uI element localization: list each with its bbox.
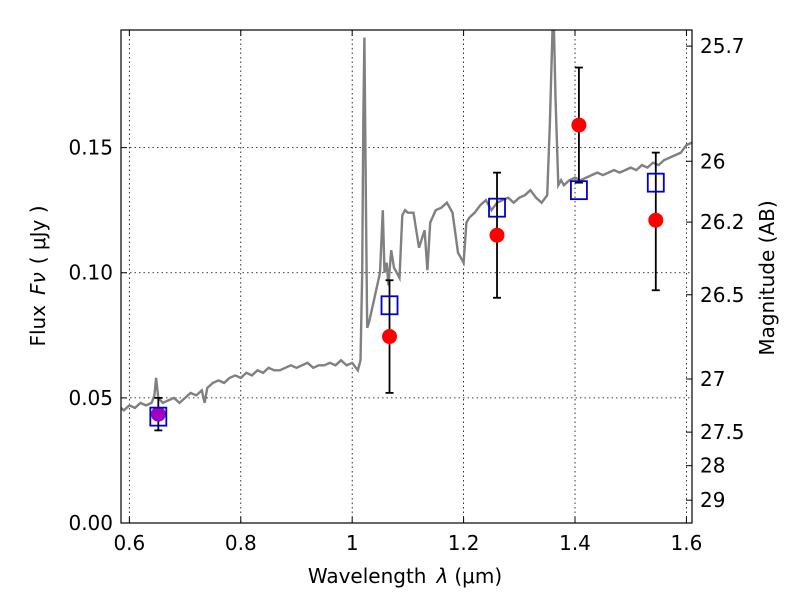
x-tick-label: 1.2 — [448, 531, 480, 555]
y-tick-label: 0.15 — [68, 136, 113, 160]
x-tick-label: 1.4 — [559, 531, 591, 555]
model-photometry-square — [570, 180, 588, 201]
observed-points-layer — [150, 117, 664, 422]
observed-point — [571, 117, 587, 133]
x-tick-label: 0.8 — [225, 531, 257, 555]
y-tick-label: 0.10 — [68, 261, 113, 285]
model-photometry-square — [380, 295, 399, 316]
y2-tick-label: 26 — [700, 149, 725, 173]
model-photometry-square — [149, 406, 168, 427]
model-photometry-layer — [149, 172, 665, 427]
observed-point — [648, 212, 664, 228]
observed-point — [489, 227, 505, 243]
observed-point — [382, 329, 398, 345]
model-photometry-square — [646, 172, 665, 193]
y2-tick-label: 28 — [700, 454, 725, 478]
y-axis-label: FluxFν( μJy ) — [26, 205, 50, 346]
plot-frame — [120, 29, 693, 524]
y2-tick-label: 27.5 — [700, 420, 745, 444]
x-tick-label: 0.6 — [113, 531, 145, 555]
y2-tick-label: 25.7 — [700, 34, 745, 58]
x-tick-label: 1 — [346, 531, 359, 555]
grid-layer — [121, 30, 692, 524]
model-photometry-square — [488, 197, 506, 218]
x-tick-label: 1.6 — [671, 531, 703, 555]
model-layer — [121, 30, 692, 413]
tick-layer: 0.6 0.8 1 1.2 1.4 1.6 0.00 0.05 0.10 0.15 25.7 26 26… — [68, 30, 745, 555]
model-spectrum-line — [121, 30, 692, 413]
y2-tick-label: 26.2 — [700, 210, 745, 234]
y2-axis-label: Magnitude (AB) — [755, 200, 779, 355]
y2-tick-label: 26.5 — [700, 283, 745, 307]
y-tick-label: 0.05 — [68, 386, 113, 410]
x-axis-label: Wavelength λ (μm) — [308, 564, 502, 588]
y-tick-label: 0.00 — [68, 511, 113, 535]
y2-tick-label: 29 — [700, 488, 725, 512]
y2-tick-label: 27 — [700, 367, 725, 391]
observed-point — [150, 406, 166, 422]
